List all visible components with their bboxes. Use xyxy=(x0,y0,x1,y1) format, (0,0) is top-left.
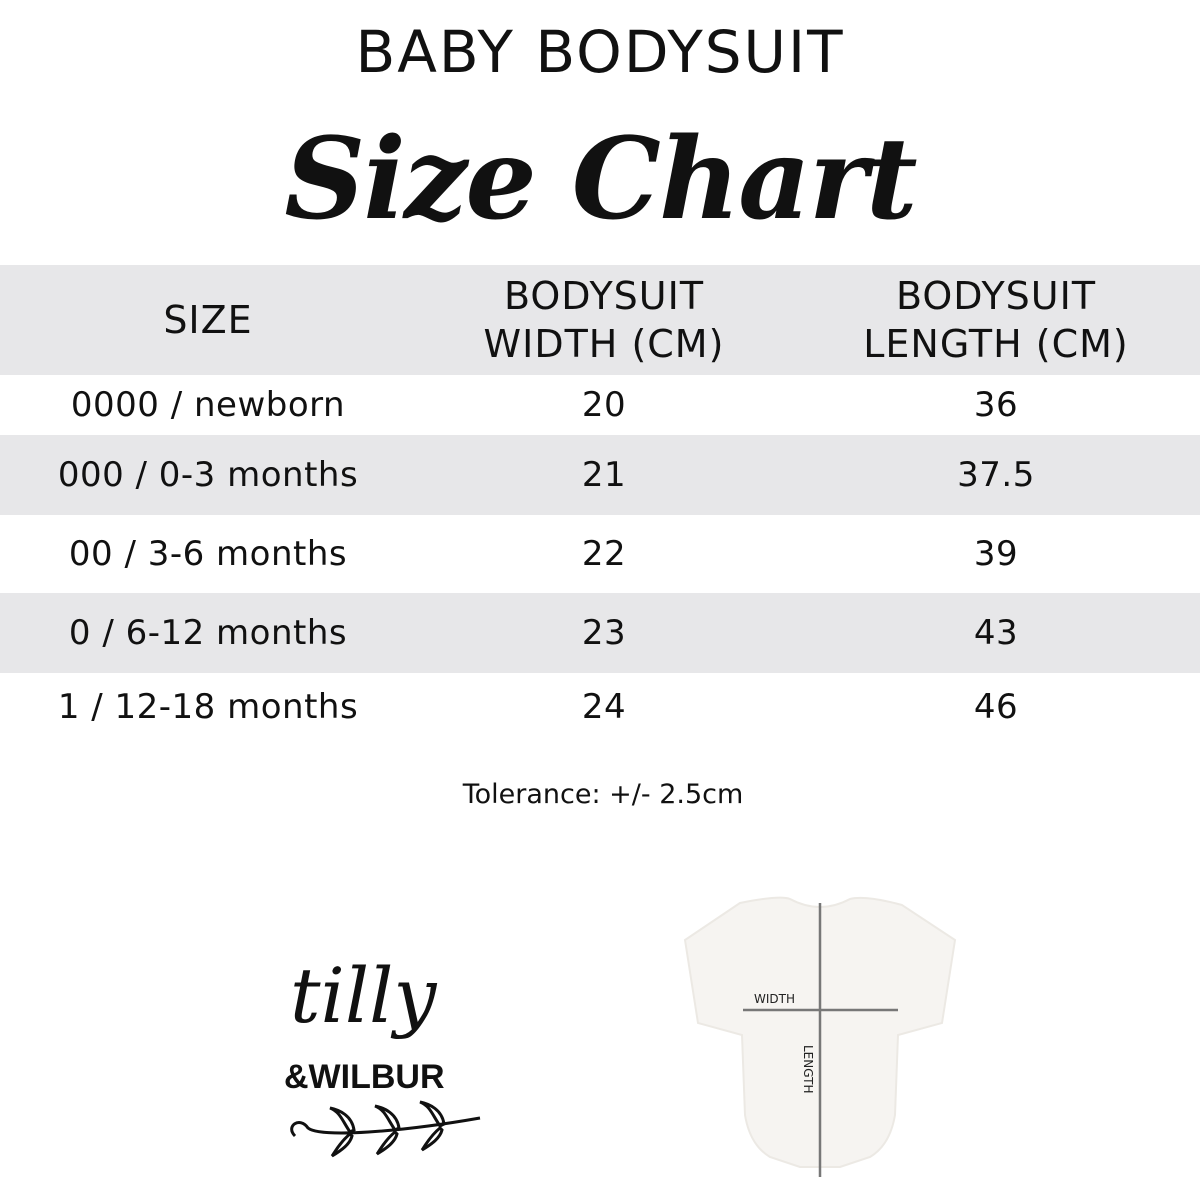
header-size: SIZE xyxy=(0,296,416,344)
tolerance-note: Tolerance: +/- 2.5cm xyxy=(462,779,744,810)
size-cell: 0000 / newborn xyxy=(70,385,346,425)
length-cell: 36 xyxy=(973,385,1019,425)
length-cell: 46 xyxy=(973,687,1019,727)
brand-logo: tilly &WILBUR xyxy=(284,951,481,1158)
header-text: SIZE xyxy=(163,298,253,342)
size-table: SIZE BODYSUIT WIDTH (CM) BODYSUIT LENGTH (… xyxy=(0,265,1200,741)
table-row: 0 / 6-12 months 23 43 xyxy=(0,593,1200,673)
size-cell: 1 / 12-18 months xyxy=(57,687,359,727)
header-text: LENGTH (CM) xyxy=(863,322,1129,366)
width-cell: 22 xyxy=(581,534,627,574)
width-cell: 21 xyxy=(581,455,627,495)
header-text: BODYSUIT xyxy=(895,274,1097,318)
header-width: BODYSUIT WIDTH (CM) xyxy=(416,272,792,368)
width-cell: 20 xyxy=(581,385,627,425)
width-cell: 24 xyxy=(581,687,627,727)
vine-icon xyxy=(290,1100,481,1158)
table-row: 1 / 12-18 months 24 46 xyxy=(0,673,1200,741)
logo-tilly: tilly xyxy=(290,951,437,1040)
table-row: 000 / 0-3 months 21 37.5 xyxy=(0,435,1200,515)
header-length: BODYSUIT LENGTH (CM) xyxy=(792,272,1200,368)
table-row: 0000 / newborn 20 36 xyxy=(0,375,1200,435)
length-cell: 37.5 xyxy=(957,455,1035,495)
size-cell: 0 / 6-12 months xyxy=(68,613,348,653)
length-label: LENGTH xyxy=(801,1045,815,1093)
logo-wilbur: &WILBUR xyxy=(284,1058,445,1096)
header-text: BODYSUIT xyxy=(503,274,705,318)
page-title: BABY BODYSUIT xyxy=(355,18,845,86)
length-cell: 39 xyxy=(973,534,1019,574)
bodysuit-diagram: WIDTH LENGTH xyxy=(683,896,957,1177)
width-label: WIDTH xyxy=(754,992,795,1006)
header-text: WIDTH (CM) xyxy=(483,322,725,366)
width-cell: 23 xyxy=(581,613,627,653)
table-row: 00 / 3-6 months 22 39 xyxy=(0,515,1200,593)
page-subtitle: Size Chart xyxy=(284,114,917,245)
table-header: SIZE BODYSUIT WIDTH (CM) BODYSUIT LENGTH (… xyxy=(0,265,1200,375)
size-cell: 00 / 3-6 months xyxy=(68,534,348,574)
length-cell: 43 xyxy=(973,613,1019,653)
size-cell: 000 / 0-3 months xyxy=(57,455,359,495)
